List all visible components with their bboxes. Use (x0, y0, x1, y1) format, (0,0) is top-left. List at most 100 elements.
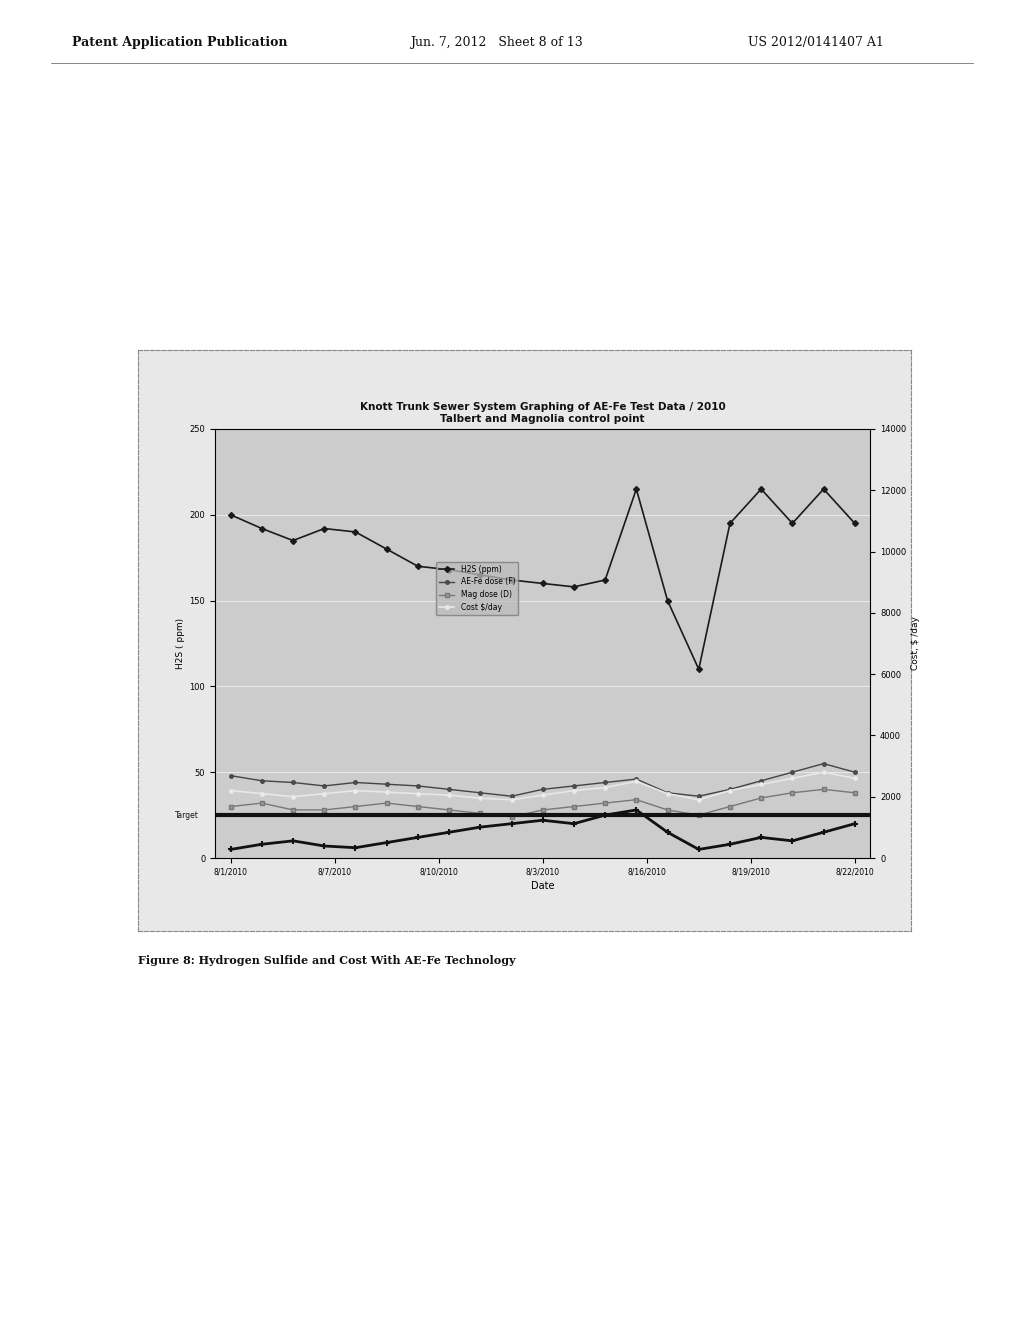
H2S (ppm) (786, 515, 799, 531)
Text: Figure 8: Hydrogen Sulfide and Cost With AE-Fe Technology: Figure 8: Hydrogen Sulfide and Cost With… (138, 954, 516, 966)
Mag dose (D) (224, 799, 237, 814)
H2S Magnolia (567, 816, 580, 832)
Y-axis label: H2S ( ppm): H2S ( ppm) (176, 618, 185, 669)
AE-Fe dose (F) (256, 772, 268, 788)
Cost $/day (443, 787, 456, 803)
Cost $/day (630, 774, 642, 789)
AE-Fe dose (F) (567, 777, 580, 793)
AE-Fe dose (F) (849, 764, 861, 780)
Cost $/day (381, 784, 393, 800)
Cost $/day (318, 785, 331, 801)
AE-Fe dose (F) (474, 785, 486, 801)
Cost $/day (755, 776, 767, 792)
H2S Magnolia (412, 829, 424, 845)
Mag dose (D) (567, 799, 580, 814)
AE-Fe dose (F) (381, 776, 393, 792)
H2S (ppm) (817, 480, 829, 496)
AE-Fe dose (F) (318, 777, 331, 793)
Cost $/day (692, 792, 705, 808)
Mag dose (D) (412, 799, 424, 814)
H2S Magnolia (849, 816, 861, 832)
H2S (ppm) (349, 524, 361, 540)
Mag dose (D) (755, 789, 767, 805)
H2S (ppm) (567, 579, 580, 595)
H2S Magnolia (817, 824, 829, 841)
Mag dose (D) (599, 795, 611, 810)
Mag dose (D) (630, 792, 642, 808)
AE-Fe dose (F) (786, 764, 799, 780)
Cost $/day (817, 764, 829, 780)
H2S Magnolia (224, 842, 237, 858)
AE-Fe dose (F) (506, 788, 518, 804)
H2S Magnolia (443, 824, 456, 841)
X-axis label: Date: Date (531, 880, 554, 891)
Text: US 2012/0141407 A1: US 2012/0141407 A1 (748, 36, 884, 49)
Line: H2S Magnolia: H2S Magnolia (227, 807, 858, 853)
H2S Magnolia (786, 833, 799, 849)
H2S (ppm) (256, 520, 268, 536)
Cost $/day (224, 783, 237, 799)
Cost $/day (662, 785, 674, 801)
Mag dose (D) (662, 803, 674, 818)
Cost $/day (724, 783, 736, 799)
H2S (ppm) (755, 480, 767, 496)
Legend: H2S (ppm), AE-Fe dose (F), Mag dose (D), Cost $/day: H2S (ppm), AE-Fe dose (F), Mag dose (D),… (436, 561, 518, 615)
Text: Patent Application Publication: Patent Application Publication (72, 36, 287, 49)
Cost $/day (256, 785, 268, 801)
Mag dose (D) (443, 803, 456, 818)
H2S (ppm) (224, 507, 237, 523)
H2S (ppm) (412, 558, 424, 574)
Text: Jun. 7, 2012   Sheet 8 of 13: Jun. 7, 2012 Sheet 8 of 13 (410, 36, 583, 49)
Mag dose (D) (381, 795, 393, 810)
H2S Magnolia (755, 829, 767, 845)
Mag dose (D) (849, 785, 861, 801)
Cost $/day (287, 789, 299, 805)
Cost $/day (567, 783, 580, 799)
Title: Knott Trunk Sewer System Graphing of AE-Fe Test Data / 2010
Talbert and Magnolia: Knott Trunk Sewer System Graphing of AE-… (359, 403, 726, 424)
Cost $/day (599, 780, 611, 796)
Line: Mag dose (D): Mag dose (D) (229, 788, 856, 818)
Text: Target: Target (175, 810, 199, 820)
Line: AE-Fe dose (F): AE-Fe dose (F) (229, 762, 856, 799)
Mag dose (D) (349, 799, 361, 814)
AE-Fe dose (F) (599, 775, 611, 791)
Mag dose (D) (474, 805, 486, 821)
H2S (ppm) (287, 532, 299, 549)
AE-Fe dose (F) (630, 771, 642, 787)
H2S Magnolia (630, 803, 642, 818)
Cost $/day (412, 785, 424, 801)
H2S Magnolia (474, 820, 486, 836)
H2S (ppm) (474, 566, 486, 582)
H2S Magnolia (318, 838, 331, 854)
Mag dose (D) (817, 781, 829, 797)
Y-axis label: Cost, $ /day: Cost, $ /day (910, 616, 920, 671)
Cost $/day (349, 783, 361, 799)
Cost $/day (474, 791, 486, 807)
AE-Fe dose (F) (692, 788, 705, 804)
Mag dose (D) (692, 807, 705, 824)
AE-Fe dose (F) (443, 781, 456, 797)
H2S Magnolia (692, 842, 705, 858)
H2S Magnolia (256, 837, 268, 853)
H2S (ppm) (692, 661, 705, 677)
Cost $/day (537, 787, 549, 803)
Cost $/day (786, 771, 799, 787)
Cost $/day (506, 792, 518, 808)
H2S Magnolia (349, 840, 361, 855)
H2S Magnolia (506, 816, 518, 832)
Cost $/day (849, 771, 861, 787)
Mag dose (D) (287, 803, 299, 818)
H2S (ppm) (537, 576, 549, 591)
H2S (ppm) (662, 593, 674, 609)
AE-Fe dose (F) (537, 781, 549, 797)
H2S Magnolia (599, 807, 611, 824)
Line: Cost $/day: Cost $/day (229, 771, 856, 801)
H2S Magnolia (287, 833, 299, 849)
Mag dose (D) (318, 803, 331, 818)
H2S (ppm) (443, 562, 456, 578)
Mag dose (D) (506, 809, 518, 825)
H2S (ppm) (599, 572, 611, 587)
H2S (ppm) (318, 520, 331, 536)
Mag dose (D) (537, 803, 549, 818)
AE-Fe dose (F) (817, 755, 829, 771)
